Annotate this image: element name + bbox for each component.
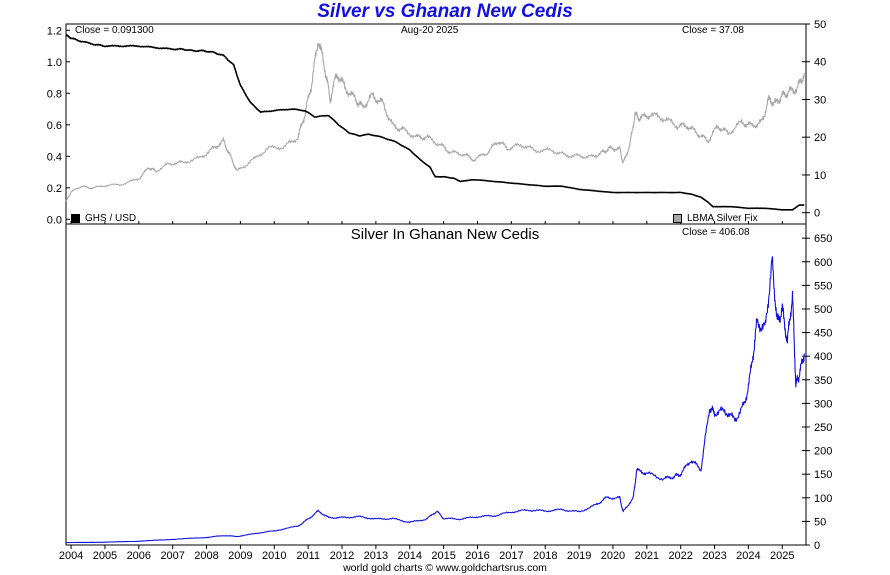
bottom-panel-border — [65, 223, 807, 546]
x-tick-label: 2010 — [262, 550, 286, 562]
y-left-tick-label: 0.0 — [47, 214, 62, 226]
y-right-tick-label: 30 — [814, 94, 826, 106]
legend-ghs-usd: GHS / USD — [71, 213, 136, 224]
top-close-right: Close = 37.08 — [682, 25, 744, 36]
y-bottom-tick-label: 550 — [814, 280, 832, 292]
top-close-left: Close = 0.091300 — [75, 25, 154, 36]
y-bottom-tick-label: 250 — [814, 422, 832, 434]
y-right-tick-label: 40 — [814, 57, 826, 69]
x-tick-label: 2006 — [127, 550, 151, 562]
legend-lbma-swatch — [673, 213, 682, 223]
y-bottom-tick-label: 200 — [814, 446, 832, 458]
x-tick-label: 2021 — [635, 550, 659, 562]
x-tick-label: 2017 — [499, 550, 523, 562]
footer-credit: world gold charts © www.goldchartsrus.co… — [343, 562, 547, 574]
y-bottom-tick-label: 50 — [814, 516, 826, 528]
y-left-tick-label: 1.0 — [47, 57, 62, 69]
bottom-panel-title: Silver In Ghanan New Cedis — [350, 226, 540, 243]
y-bottom-tick-label: 400 — [814, 351, 832, 363]
top-panel-frame — [65, 23, 807, 225]
x-axis: 2004 2005 2006 2007 2008 2009 2010 2011 2012 2013… — [59, 221, 795, 562]
y-right-tick-label: 50 — [814, 19, 826, 31]
legend-ghs-usd-label: GHS / USD — [85, 213, 137, 224]
x-tick-label: 2018 — [533, 550, 557, 562]
x-tick-label: 2022 — [668, 550, 692, 562]
y-left-tick-label: 1.2 — [47, 25, 62, 37]
top-right-y-axis: 0 10 20 30 40 50 — [802, 19, 826, 220]
x-tick-label: 2014 — [398, 550, 422, 562]
x-tick-label: 2020 — [601, 550, 625, 562]
x-tick-label: 2008 — [194, 550, 218, 562]
series-silver-in-cedis — [66, 256, 805, 544]
y-left-tick-label: 0.4 — [47, 151, 62, 163]
y-bottom-tick-label: 500 — [814, 304, 832, 316]
y-bottom-tick-label: 600 — [814, 257, 832, 269]
top-date: Aug-20 2025 — [401, 25, 459, 36]
chart-title: Silver vs Ghanan New Cedis — [317, 1, 573, 22]
y-left-tick-label: 0.6 — [47, 120, 62, 132]
bottom-right-y-axis: 0 50 100 150 200 250 300 350 400 450 500 550 600 650 — [802, 233, 832, 552]
series-layer — [65, 34, 805, 544]
x-tick-label: 2004 — [59, 550, 83, 562]
x-tick-label: 2005 — [93, 550, 117, 562]
x-tick-label: 2012 — [330, 550, 354, 562]
y-right-tick-label: 10 — [814, 170, 826, 182]
x-tick-label: 2013 — [364, 550, 388, 562]
y-left-tick-label: 0.2 — [47, 183, 62, 195]
top-left-y-axis: 0.0 0.2 0.4 0.6 0.8 1.0 1.2 — [47, 25, 70, 226]
y-bottom-tick-label: 300 — [814, 398, 832, 410]
y-bottom-tick-label: 100 — [814, 493, 832, 505]
bottom-close: Close = 406.08 — [682, 227, 750, 238]
x-tick-label: 2015 — [431, 550, 455, 562]
y-bottom-tick-label: 450 — [814, 328, 832, 340]
legend-lbma: LBMA Silver Fix — [673, 213, 758, 224]
y-right-tick-label: 20 — [814, 132, 826, 144]
top-panel-border — [65, 23, 807, 225]
legend-lbma-label: LBMA Silver Fix — [687, 213, 758, 224]
series-lbma-silver-fix — [65, 43, 805, 202]
x-tick-label: 2025 — [770, 550, 794, 562]
y-bottom-tick-label: 650 — [814, 233, 832, 245]
x-tick-label: 2024 — [736, 550, 760, 562]
series-ghs-usd — [65, 34, 805, 211]
x-tick-label: 2023 — [702, 550, 726, 562]
y-bottom-tick-label: 0 — [814, 540, 820, 552]
y-bottom-tick-label: 350 — [814, 375, 832, 387]
y-right-tick-label: 0 — [814, 208, 820, 220]
x-tick-label: 2009 — [228, 550, 252, 562]
y-left-tick-label: 0.8 — [47, 88, 62, 100]
x-tick-label: 2019 — [567, 550, 591, 562]
x-tick-label: 2007 — [160, 550, 184, 562]
bottom-panel-frame — [65, 223, 807, 546]
x-tick-label: 2011 — [296, 550, 320, 562]
x-tick-label: 2016 — [465, 550, 489, 562]
legend-ghs-usd-swatch — [71, 213, 80, 223]
y-bottom-tick-label: 150 — [814, 469, 832, 481]
